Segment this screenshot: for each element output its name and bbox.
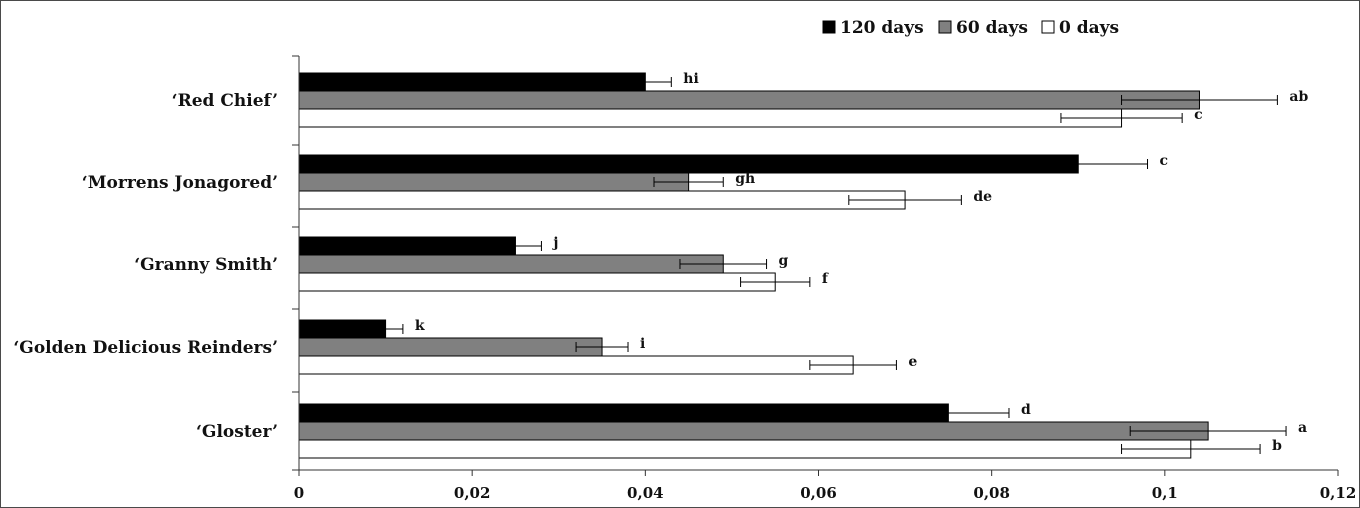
category-label: ‘Gloster’ (196, 422, 278, 442)
x-tick-label: 0,06 (800, 484, 837, 502)
bar (298, 355, 854, 375)
bar (298, 108, 1123, 128)
x-tick-label: 0 (294, 484, 304, 502)
data-label: b (1272, 438, 1282, 454)
legend-label-2: 0 days (1059, 18, 1119, 38)
bar (298, 154, 1079, 174)
bar (298, 190, 906, 210)
category-label: ‘Granny Smith’ (134, 255, 278, 275)
category-label: ‘Morrens Jonagored’ (82, 173, 278, 193)
y-axis: ‘Red Chief’ ‘Morrens Jonagored’ ‘Granny Sm… (13, 55, 300, 471)
bar (298, 337, 603, 357)
category-label: ‘Golden Delicious Reinders’ (13, 338, 278, 358)
legend: 120 days 60 days 0 days (822, 18, 1119, 38)
data-label: de (973, 189, 992, 205)
legend-swatch-1 (938, 20, 952, 34)
data-label: gh (735, 171, 755, 187)
legend-label-1: 60 days (956, 18, 1028, 38)
x-tick-label: 0,1 (1152, 484, 1178, 502)
category-label: ‘Red Chief’ (172, 91, 278, 111)
bar (298, 272, 776, 292)
data-label: g (779, 253, 789, 269)
x-tick-label: 0,12 (1320, 484, 1357, 502)
x-tick-label: 0,08 (973, 484, 1010, 502)
x-tick-label: 0,04 (627, 484, 664, 502)
data-label: c (1194, 107, 1203, 123)
bar (298, 439, 1192, 459)
x-tick-label: 0,02 (454, 484, 491, 502)
bar (298, 72, 646, 92)
bar (298, 421, 1209, 441)
bar (298, 403, 949, 423)
data-label: i (640, 336, 645, 352)
data-label: a (1298, 420, 1307, 436)
plot-area: hi c j k d ab gh g i a c de f e b (298, 71, 1308, 459)
legend-swatch-0 (822, 20, 836, 34)
data-label: d (1021, 402, 1031, 418)
data-label: hi (683, 71, 699, 87)
data-label: c (1160, 153, 1169, 169)
bar (298, 236, 516, 256)
legend-swatch-2 (1041, 20, 1055, 34)
bar (298, 90, 1200, 110)
bar (298, 254, 724, 274)
data-label: e (908, 354, 917, 370)
bar (298, 172, 690, 192)
data-label: ab (1289, 89, 1308, 105)
data-label: k (415, 318, 425, 334)
legend-label-0: 120 days (840, 18, 924, 38)
x-axis: 0 0,02 0,04 0,06 0,08 0,1 0,12 (294, 469, 1357, 502)
data-label: j (551, 235, 558, 251)
data-label: f (822, 271, 829, 287)
